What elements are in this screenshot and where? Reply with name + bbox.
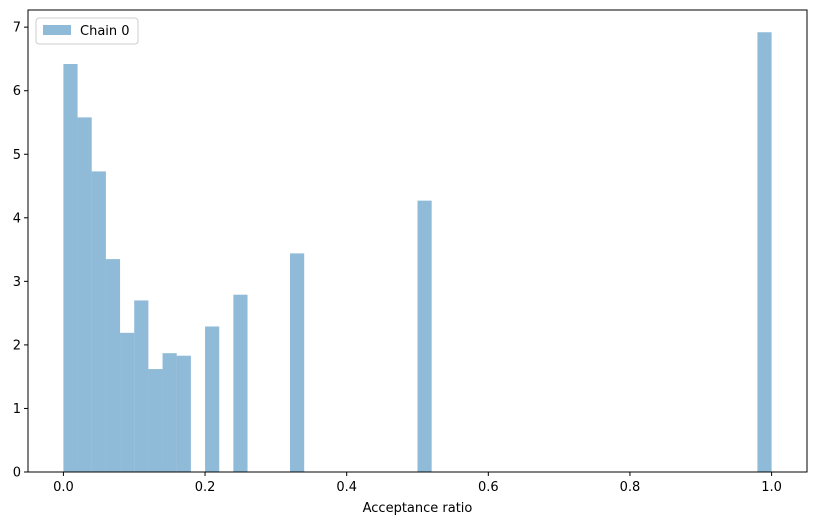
histogram-bar-6 (148, 369, 163, 472)
legend-swatch (43, 25, 71, 35)
histogram-bar-0 (63, 64, 78, 472)
histogram-bars (63, 32, 772, 473)
histogram-bar-3 (105, 259, 121, 472)
x-tick-label-3: 0.6 (478, 480, 499, 495)
histogram-bar-11 (290, 253, 305, 472)
histogram-bar-8 (176, 355, 191, 472)
y-tick-label-7: 7 (13, 21, 21, 36)
y-tick-label-2: 2 (13, 338, 21, 353)
histogram-bar-7 (162, 353, 177, 472)
y-tick-label-3: 3 (13, 275, 21, 290)
y-tick-label-1: 1 (13, 402, 21, 417)
x-tick-label-0: 0.0 (53, 480, 74, 495)
histogram-bar-1 (77, 117, 92, 472)
histogram-bar-2 (91, 171, 106, 472)
legend-label-chain-0: Chain 0 (80, 24, 130, 39)
histogram-bar-10 (233, 294, 248, 472)
x-axis-label: Acceptance ratio (363, 501, 473, 516)
histogram-bar-9 (205, 326, 220, 472)
plot-frame (27, 9, 808, 473)
legend-box (35, 17, 139, 45)
y-tick-label-4: 4 (13, 211, 21, 226)
x-axis: 0.0 0.2 0.4 0.6 0.8 1.0 (53, 472, 782, 495)
y-axis: 0 1 2 3 4 5 6 7 (13, 21, 28, 481)
x-tick-label-1: 0.2 (195, 480, 216, 495)
legend: Chain 0 (35, 17, 139, 45)
y-tick-label-6: 6 (13, 84, 21, 99)
x-tick-label-5: 1.0 (761, 480, 782, 495)
x-tick-label-2: 0.4 (336, 480, 357, 495)
histogram-bar-5 (134, 300, 149, 472)
y-tick-label-0: 0 (13, 466, 21, 481)
histogram-bar-13 (757, 32, 772, 472)
y-tick-label-5: 5 (13, 148, 21, 163)
x-tick-label-4: 0.8 (620, 480, 641, 495)
histogram-bar-4 (120, 332, 135, 472)
histogram-bar-12 (417, 200, 432, 473)
